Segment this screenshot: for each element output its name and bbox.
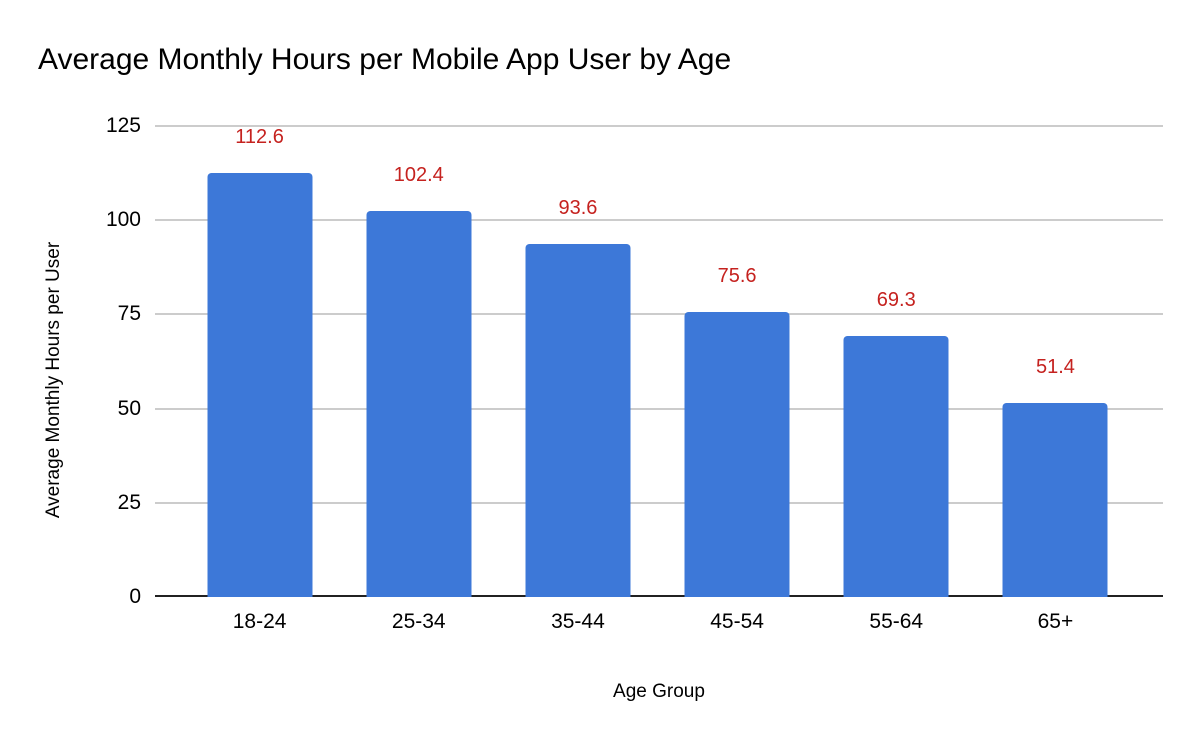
bar-18-24 bbox=[207, 172, 313, 597]
x-category-label: 35-44 bbox=[551, 610, 605, 633]
bar-value-label: 69.3 bbox=[876, 288, 916, 311]
bar-value-label: 75.6 bbox=[717, 265, 757, 288]
column-25-34: 102.4 25-34 bbox=[339, 126, 498, 633]
y-axis-title: Average Monthly Hours per User bbox=[43, 241, 64, 519]
bar-35-44 bbox=[525, 244, 631, 597]
x-category-label: 25-34 bbox=[391, 610, 446, 633]
bar-25-34 bbox=[366, 211, 472, 597]
x-axis-baseline bbox=[155, 595, 1163, 597]
x-category-label: 55-64 bbox=[869, 610, 924, 633]
x-category-label: 45-54 bbox=[710, 610, 764, 633]
plot-area: 0 25 50 75 100 125 112.6 18-24 102.4 25-34 93.6 35… bbox=[106, 115, 1163, 702]
bar-65+ bbox=[1002, 403, 1108, 597]
bar-value-label: 51.4 bbox=[1035, 356, 1075, 379]
gridline bbox=[155, 407, 1163, 410]
gridline bbox=[155, 501, 1163, 504]
bar-value-label: 112.6 bbox=[235, 125, 284, 148]
column-18-24: 112.6 18-24 bbox=[180, 125, 339, 633]
column-55-64: 69.3 55-64 bbox=[817, 126, 976, 633]
chart-title: Average Monthly Hours per Mobile App Use… bbox=[38, 43, 732, 76]
column-45-54: 75.6 45-54 bbox=[658, 126, 817, 633]
bar-columns: 112.6 18-24 102.4 25-34 93.6 35-44 75.6 45-54 69… bbox=[180, 125, 1135, 633]
y-tick-label: 75 bbox=[117, 302, 141, 326]
column-35-44: 93.6 35-44 bbox=[498, 126, 657, 633]
y-tick-label: 25 bbox=[117, 490, 141, 514]
column-65+: 51.4 65+ bbox=[976, 126, 1135, 633]
gridline bbox=[155, 125, 1163, 127]
gridline bbox=[155, 313, 1163, 316]
y-tick-label: 0 bbox=[129, 585, 141, 608]
bar-value-label: 102.4 bbox=[393, 164, 444, 187]
y-tick-label: 50 bbox=[117, 396, 141, 420]
y-tick-label: 125 bbox=[105, 114, 141, 137]
bar-45-54 bbox=[684, 312, 790, 597]
gridline bbox=[155, 219, 1163, 222]
y-tick-label: 100 bbox=[105, 208, 141, 232]
x-category-label: 18-24 bbox=[232, 610, 287, 633]
x-category-label: 65+ bbox=[1037, 610, 1074, 633]
bar-value-label: 93.6 bbox=[558, 197, 598, 220]
x-axis-title: Age Group bbox=[613, 681, 705, 702]
bar-55-64 bbox=[843, 335, 949, 597]
